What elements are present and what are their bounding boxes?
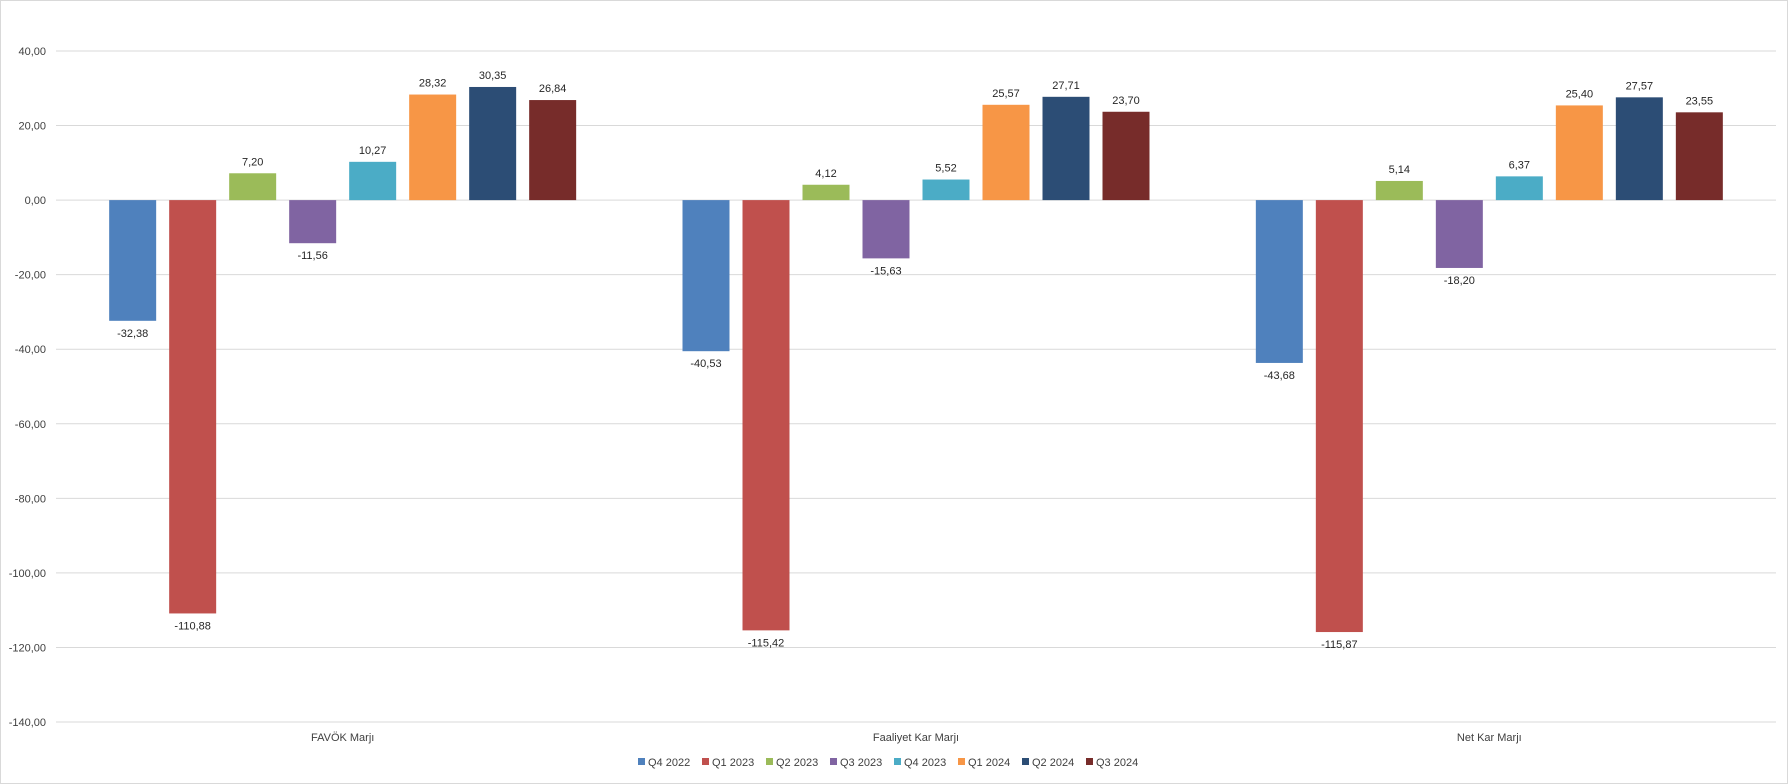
legend-item: Q4 2022 xyxy=(638,757,690,769)
data-label: -15,63 xyxy=(870,265,901,277)
bar xyxy=(169,200,217,614)
data-label: -115,87 xyxy=(1321,639,1358,651)
legend-item: Q2 2023 xyxy=(766,757,818,769)
x-category-label: Net Kar Marjı xyxy=(1457,732,1522,744)
legend-item: Q1 2023 xyxy=(702,757,754,769)
data-label: 30,35 xyxy=(479,70,507,82)
legend-item: Q3 2023 xyxy=(830,757,882,769)
data-label: 25,40 xyxy=(1566,88,1594,100)
bar xyxy=(1102,111,1150,201)
bar xyxy=(349,161,397,201)
data-label: 25,57 xyxy=(992,88,1020,100)
legend-label: Q1 2024 xyxy=(968,757,1010,769)
y-tick-label: 20,00 xyxy=(18,121,46,133)
data-labels: -32,38 -110,88 7,20 -11,56 10,27 28,32 30,35 26… xyxy=(117,70,1713,651)
bar xyxy=(1675,112,1723,201)
legend-label: Q4 2023 xyxy=(904,757,946,769)
y-tick-label: -20,00 xyxy=(15,270,46,282)
legend-swatch xyxy=(766,758,773,765)
data-label: 28,32 xyxy=(419,78,447,90)
data-label: -11,56 xyxy=(297,250,327,262)
bars xyxy=(109,86,1723,633)
bar xyxy=(1495,176,1543,201)
bar xyxy=(742,200,790,631)
bar xyxy=(289,200,337,244)
data-label: 23,70 xyxy=(1112,95,1140,107)
data-label: 27,57 xyxy=(1626,80,1654,92)
bar xyxy=(1615,97,1663,201)
bar xyxy=(1555,105,1603,201)
legend-label: Q4 2022 xyxy=(648,757,690,769)
data-label: 10,27 xyxy=(359,145,387,157)
y-tick-label: -40,00 xyxy=(15,344,46,356)
bar xyxy=(469,86,517,201)
legend: Q4 2022 Q1 2023 Q2 2023 Q3 2023 Q4 2023 Q1 20… xyxy=(638,757,1138,769)
bar xyxy=(1375,180,1423,201)
data-label: 5,52 xyxy=(935,163,956,175)
data-label: 4,12 xyxy=(815,168,836,180)
bar xyxy=(409,94,457,201)
legend-label: Q2 2024 xyxy=(1032,757,1074,769)
data-label: -115,42 xyxy=(748,637,785,649)
legend-swatch xyxy=(958,758,965,765)
legend-item: Q4 2023 xyxy=(894,757,946,769)
bar xyxy=(1042,96,1090,201)
data-label: -43,68 xyxy=(1264,370,1295,382)
y-tick-label: -80,00 xyxy=(15,493,46,505)
data-label: 26,84 xyxy=(539,83,567,95)
y-axis: 40,00 20,00 0,00 -20,00 -40,00 -60,00 -80,00 -1… xyxy=(9,46,46,729)
legend-item: Q1 2024 xyxy=(958,757,1010,769)
data-label: -40,53 xyxy=(690,358,721,370)
bar xyxy=(1255,200,1303,363)
data-label: -18,20 xyxy=(1444,275,1475,287)
legend-swatch xyxy=(894,758,901,765)
data-label: 7,20 xyxy=(242,156,263,168)
legend-swatch xyxy=(702,758,709,765)
bar xyxy=(862,200,910,259)
legend-label: Q1 2023 xyxy=(712,757,754,769)
legend-item: Q3 2024 xyxy=(1086,757,1138,769)
bar xyxy=(982,104,1030,201)
data-label: 27,71 xyxy=(1052,80,1080,92)
legend-item: Q2 2024 xyxy=(1022,757,1074,769)
data-label: 6,37 xyxy=(1509,159,1530,171)
gridlines xyxy=(56,50,1776,723)
x-axis: FAVÖK Marjı Faaliyet Kar Marjı Net Kar Mar… xyxy=(311,732,1522,744)
data-label: -32,38 xyxy=(117,328,148,340)
bar xyxy=(1315,200,1363,633)
bar xyxy=(682,200,730,352)
legend-label: Q2 2023 xyxy=(776,757,818,769)
bar xyxy=(109,200,157,321)
x-category-label: FAVÖK Marjı xyxy=(311,732,374,744)
bar xyxy=(802,184,850,201)
x-category-label: Faaliyet Kar Marjı xyxy=(873,732,959,744)
data-label: 23,55 xyxy=(1686,95,1714,107)
y-tick-label: 0,00 xyxy=(25,195,46,207)
legend-swatch xyxy=(638,758,645,765)
legend-label: Q3 2023 xyxy=(840,757,882,769)
legend-swatch xyxy=(1086,758,1093,765)
bar xyxy=(229,173,277,201)
y-tick-label: -100,00 xyxy=(9,568,46,580)
y-tick-label: -140,00 xyxy=(9,717,46,729)
data-label: -110,88 xyxy=(174,620,211,632)
bar xyxy=(922,179,970,201)
y-tick-label: -120,00 xyxy=(9,642,46,654)
legend-label: Q3 2024 xyxy=(1096,757,1138,769)
bar xyxy=(529,100,577,201)
y-tick-label: -60,00 xyxy=(15,419,46,431)
legend-swatch xyxy=(830,758,837,765)
y-tick-label: 40,00 xyxy=(18,46,46,58)
bar xyxy=(1435,200,1483,268)
legend-swatch xyxy=(1022,758,1029,765)
data-label: 5,14 xyxy=(1389,164,1410,176)
